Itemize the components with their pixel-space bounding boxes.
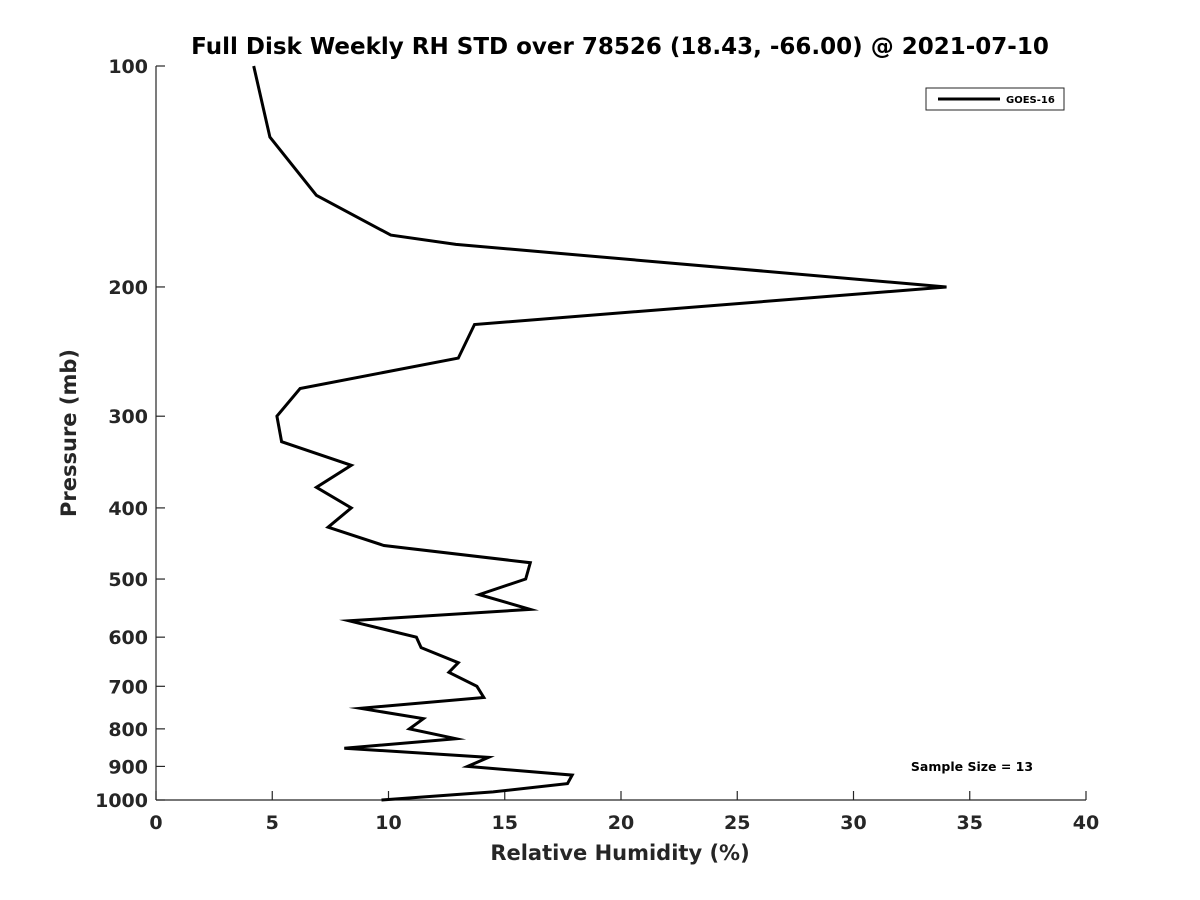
plot-area: 0 5 10 15 20 25 30 35 40 100 200 300 400 500 600 700 80… xyxy=(95,56,1099,834)
y-tick-label: 700 xyxy=(108,676,148,698)
x-tick-label: 35 xyxy=(957,812,983,834)
y-tick-label: 800 xyxy=(108,719,148,741)
legend-label: GOES-16 xyxy=(1006,95,1055,106)
y-axis-label: Pressure (mb) xyxy=(57,349,81,517)
y-tick-label: 400 xyxy=(108,498,148,520)
sample-size-annotation: Sample Size = 13 xyxy=(911,759,1033,774)
y-tick-label: 100 xyxy=(108,56,148,78)
y-tick-label: 600 xyxy=(108,627,148,649)
y-tick-label: 300 xyxy=(108,406,148,428)
x-axis-label: Relative Humidity (%) xyxy=(490,841,749,865)
x-tick-label: 20 xyxy=(608,812,634,834)
y-tick-label: 500 xyxy=(108,569,148,591)
legend: GOES-16 xyxy=(925,87,1065,111)
x-tick-label: 25 xyxy=(724,812,750,834)
x-tick-label: 40 xyxy=(1073,812,1099,834)
series-line-goes16 xyxy=(252,65,947,802)
x-tick-label: 5 xyxy=(266,812,279,834)
x-tick-label: 30 xyxy=(840,812,866,834)
x-ticks: 0 5 10 15 20 25 30 35 40 xyxy=(149,791,1099,834)
x-tick-label: 10 xyxy=(375,812,401,834)
x-tick-label: 0 xyxy=(149,812,162,834)
x-tick-label: 15 xyxy=(492,812,518,834)
y-tick-label: 200 xyxy=(108,277,148,299)
chart-title: Full Disk Weekly RH STD over 78526 (18.4… xyxy=(191,34,1049,60)
y-ticks: 100 200 300 400 500 600 700 800 900 1000 xyxy=(95,56,165,812)
y-tick-label: 900 xyxy=(108,756,148,778)
y-tick-label: 1000 xyxy=(95,790,148,812)
